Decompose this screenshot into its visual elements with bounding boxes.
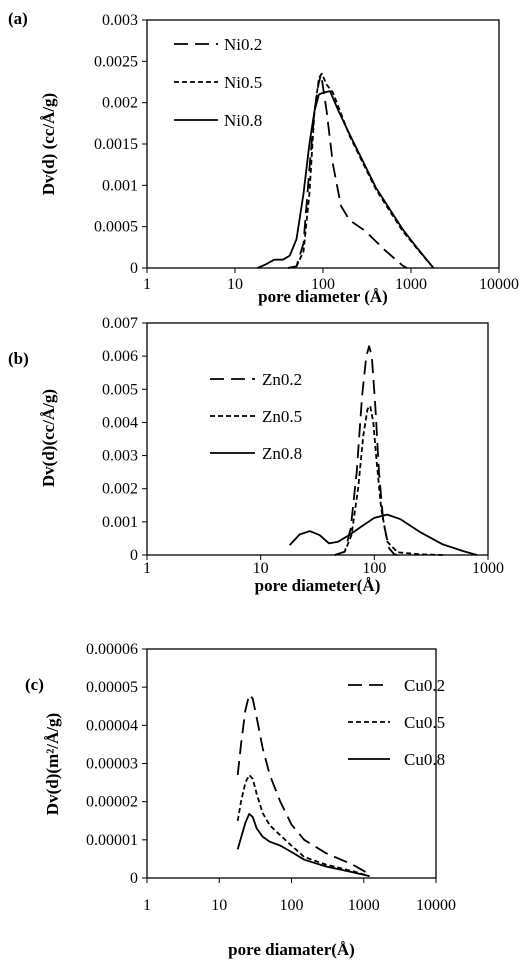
y-tick-label: 0.00001	[86, 832, 138, 849]
panel-label: (c)	[25, 675, 44, 694]
y-tick-label: 0.0015	[94, 136, 138, 153]
x-tick-label: 10000	[479, 276, 519, 293]
legend-label: Cu0.2	[404, 676, 445, 695]
y-tick-label: 0.00005	[86, 679, 138, 696]
y-tick-label: 0.0025	[94, 53, 138, 70]
y-tick-label: 0.004	[102, 414, 138, 431]
x-tick-label: 100	[280, 897, 304, 914]
y-tick-label: 0.001	[102, 177, 138, 194]
legend-label: Ni0.5	[224, 73, 262, 92]
y-axis-label: Dv(d) (cc/Å/g)	[39, 93, 58, 195]
x-tick-label: 1000	[348, 897, 380, 914]
x-axis-label: pore diamater(Å)	[228, 940, 355, 959]
x-tick-label: 10000	[416, 897, 456, 914]
y-tick-label: 0.00003	[86, 756, 138, 773]
series-line-zn02	[334, 345, 398, 556]
y-tick-label: 0.002	[102, 481, 138, 498]
y-tick-label: 0.00002	[86, 794, 138, 811]
chart-panel-1: 0 0.0005 0.001 0.0015 0.002 0.0025 0.003 1 10 100…	[8, 9, 519, 306]
y-axis-label: Dv(d)(m²/Å/g)	[43, 713, 62, 815]
x-tick-label: 10	[227, 276, 243, 293]
legend-label: Cu0.8	[404, 750, 445, 769]
x-tick-label: 1000	[472, 560, 504, 577]
x-tick-label: 10	[211, 897, 227, 914]
panel-label: (b)	[8, 349, 29, 368]
plot-frame	[146, 648, 437, 879]
plot-frame	[146, 19, 500, 269]
x-axis-label: pore diameter (Å)	[258, 287, 388, 306]
chart-panel-2: 0 0.001 0.002 0.003 0.004 0.005 0.006 0.007 1 10 1…	[8, 315, 504, 595]
y-tick-label: 0.001	[102, 514, 138, 531]
y-tick-label: 0.003	[102, 12, 138, 29]
x-tick-label: 1	[143, 897, 151, 914]
y-axis-label: Dv(d)(cc/Å/g)	[39, 389, 58, 487]
series-line-cu05	[236, 774, 370, 877]
legend-label: Zn0.2	[262, 370, 302, 389]
legend-label: Ni0.2	[224, 35, 262, 54]
x-tick-label: 1000	[395, 276, 427, 293]
x-tick-label: 1	[143, 560, 151, 577]
y-tick-label: 0.003	[102, 448, 138, 465]
series-line-cu08	[236, 813, 370, 877]
y-tick-label: 0	[130, 547, 138, 564]
y-tick-label: 0.00004	[86, 717, 138, 734]
x-tick-label: 100	[311, 276, 335, 293]
series-line-zn08	[289, 513, 478, 556]
legend-label: Zn0.8	[262, 444, 302, 463]
y-tick-label: 0	[130, 260, 138, 277]
y-tick-label: 0.007	[102, 315, 138, 332]
legend-label: Cu0.5	[404, 713, 445, 732]
x-tick-label: 1	[143, 276, 151, 293]
chart-panel-3: 0 0.00001 0.00002 0.00003 0.00004 0.00005 0.00…	[25, 641, 456, 959]
x-axis-label: pore diameter(Å)	[255, 576, 381, 595]
y-tick-label: 0.002	[102, 95, 138, 112]
series-line-ni05	[287, 72, 435, 269]
series-line-ni08	[257, 90, 435, 269]
y-tick-label: 0.0005	[94, 219, 138, 236]
y-tick-label: 0	[130, 870, 138, 887]
plot-frame	[146, 322, 489, 556]
series-line-ni02	[287, 72, 408, 269]
y-tick-label: 0.00006	[86, 641, 138, 658]
x-tick-label: 100	[362, 560, 386, 577]
y-tick-label: 0.006	[102, 348, 138, 365]
legend-label: Zn0.5	[262, 407, 302, 426]
panel-label: (a)	[8, 9, 28, 28]
legend-label: Ni0.8	[224, 111, 262, 130]
series-line-cu02	[236, 693, 370, 875]
series-line-zn05	[334, 405, 443, 556]
x-tick-label: 10	[253, 560, 269, 577]
y-tick-label: 0.005	[102, 381, 138, 398]
